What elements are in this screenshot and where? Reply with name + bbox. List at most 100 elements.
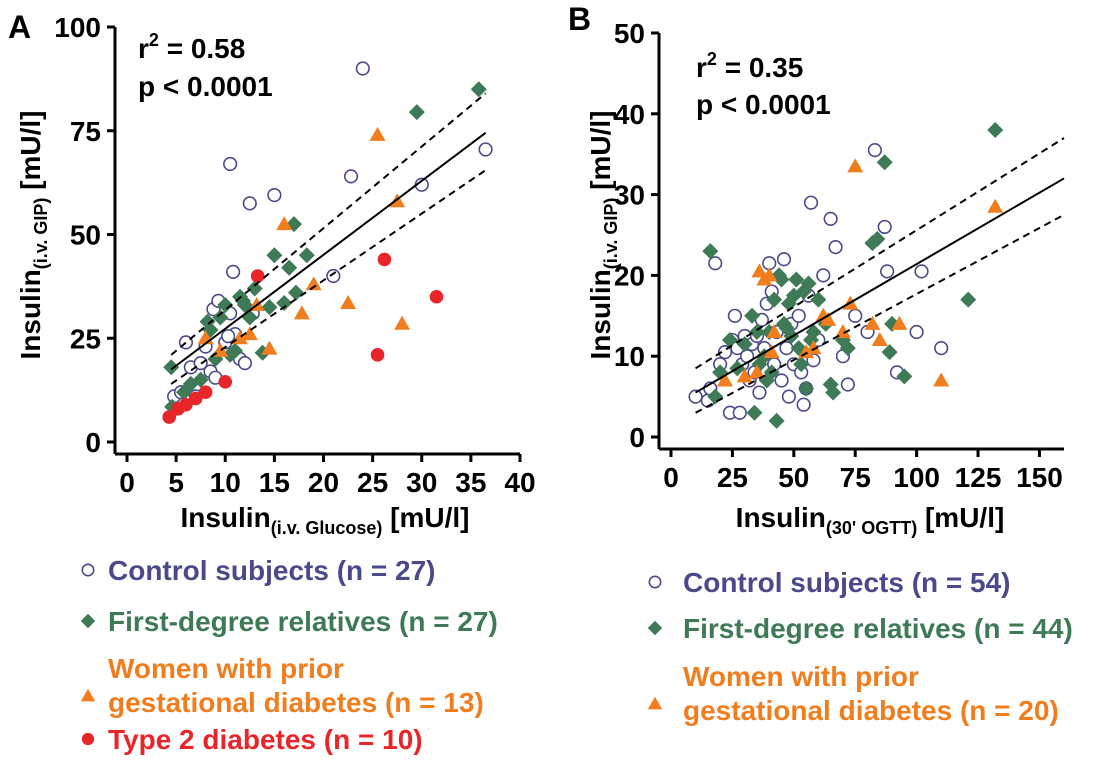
- data-point-t2d: [370, 348, 385, 362]
- legend-label-gdm: gestational diabetes (n = 20): [683, 695, 1059, 726]
- data-point-gdm: [261, 340, 278, 355]
- data-point-control: [776, 252, 792, 267]
- r-squared-label: r2 = 0.35: [696, 49, 803, 83]
- data-point-gdm: [761, 267, 778, 282]
- data-point-control: [223, 156, 238, 172]
- data-point-relatives: [281, 259, 298, 276]
- x-tick-label: 5: [168, 467, 184, 498]
- x-axis-label: Insulin(i.v. Glucose) [mU/l]: [180, 502, 469, 538]
- data-point-control: [781, 389, 797, 404]
- data-point-control: [880, 264, 895, 279]
- data-point-relatives: [896, 368, 913, 385]
- data-point-relatives: [788, 271, 805, 288]
- data-point-control: [828, 240, 843, 255]
- data-point-t2d: [179, 397, 193, 412]
- legend-marker-relatives: [647, 620, 663, 636]
- data-point-relatives: [246, 280, 263, 297]
- data-point-relatives: [839, 340, 856, 357]
- data-point-control: [727, 308, 742, 323]
- data-point-control: [226, 264, 241, 279]
- regression-line: [695, 177, 1065, 394]
- legend-label-relatives: First-degree relatives (n = 27): [108, 606, 498, 637]
- data-point-gdm: [241, 326, 258, 341]
- data-point-relatives: [276, 294, 293, 311]
- legend-marker-relatives: [80, 613, 96, 629]
- x-axis-label: Insulin(30' OGTT) [mU/l]: [736, 502, 1005, 538]
- data-point-relatives: [773, 271, 790, 288]
- panel-label: A: [8, 9, 31, 45]
- data-point-relatives: [721, 332, 738, 349]
- y-tick-label: 30: [614, 180, 645, 211]
- data-point-t2d: [162, 410, 177, 424]
- data-point-relatives: [470, 81, 487, 98]
- data-point-relatives: [960, 291, 977, 308]
- data-point-control: [909, 324, 924, 340]
- x-tick-label: 125: [955, 462, 1002, 493]
- ci-upper-line: [695, 137, 1065, 370]
- data-point-relatives: [298, 247, 315, 264]
- data-point-relatives: [766, 291, 783, 308]
- data-point-relatives: [163, 359, 180, 376]
- data-point-relatives: [987, 121, 1004, 138]
- data-point-control: [237, 356, 252, 371]
- y-axis-label: Insulin(i.v. GIP) [mU/l]: [15, 110, 51, 359]
- x-tick-label: 25: [357, 467, 388, 498]
- data-point-relatives: [199, 313, 216, 330]
- data-point-relatives: [212, 309, 229, 326]
- y-tick-label: 40: [614, 99, 645, 130]
- ci-lower-line: [695, 213, 1065, 414]
- legend-label-gdm: Women with prior: [683, 661, 919, 692]
- data-point-gdm: [834, 323, 851, 338]
- data-point-gdm: [748, 364, 765, 379]
- legend-marker-gdm: [647, 696, 663, 710]
- regression-line: [170, 132, 487, 371]
- y-tick-label: 100: [54, 12, 101, 43]
- legend-label-control: Control subjects (n = 27): [108, 555, 436, 586]
- data-point-control: [877, 219, 892, 235]
- data-point-control: [796, 397, 811, 412]
- data-point-gdm: [369, 126, 386, 141]
- data-point-relatives: [217, 297, 234, 314]
- data-point-control: [688, 389, 703, 404]
- data-point-relatives: [876, 154, 893, 171]
- data-point-control: [774, 373, 789, 388]
- x-tick-label: 150: [1016, 462, 1063, 493]
- p-value-label: p < 0.0001: [138, 71, 273, 102]
- panel-b: 0 10 20 30 40 50 0 25 50 75 100 125 150 Br2 = 0.35 p <…: [568, 1, 1073, 726]
- data-point-gdm: [871, 332, 888, 347]
- data-point-control: [752, 385, 767, 400]
- data-point-control: [816, 268, 831, 283]
- data-point-gdm: [717, 372, 734, 387]
- data-point-gdm: [987, 198, 1004, 213]
- x-tick-label: 0: [119, 467, 135, 498]
- data-point-relatives: [869, 231, 886, 248]
- legend-label-t2d: Type 2 diabetes (n = 10): [108, 724, 423, 755]
- x-tick-label: 100: [893, 462, 940, 493]
- legend-label-gdm: gestational diabetes (n = 13): [108, 687, 484, 718]
- data-point-control: [242, 196, 257, 211]
- data-point-gdm: [766, 323, 783, 338]
- data-point-control: [791, 308, 806, 323]
- x-tick-label: 50: [778, 462, 809, 493]
- y-tick-label: 75: [70, 116, 101, 147]
- y-tick-label: 50: [70, 220, 101, 251]
- data-point-control: [934, 341, 949, 356]
- data-point-control: [914, 264, 929, 279]
- data-point-relatives: [805, 323, 822, 340]
- data-point-relatives: [881, 344, 898, 361]
- data-point-relatives: [702, 243, 719, 260]
- data-point-relatives: [798, 380, 815, 397]
- data-point-relatives: [408, 104, 425, 121]
- data-point-gdm: [293, 305, 310, 320]
- legend-label-gdm: Women with prior: [108, 653, 344, 684]
- data-point-t2d: [429, 289, 444, 304]
- data-point-relatives: [810, 291, 827, 308]
- data-point-gdm: [305, 276, 322, 291]
- data-point-gdm: [340, 294, 357, 309]
- y-tick-label: 25: [70, 323, 101, 354]
- data-point-control: [867, 143, 882, 158]
- data-point-control: [355, 61, 370, 76]
- legend-label-relatives: First-degree relatives (n = 44): [683, 613, 1073, 644]
- data-point-control: [343, 169, 359, 184]
